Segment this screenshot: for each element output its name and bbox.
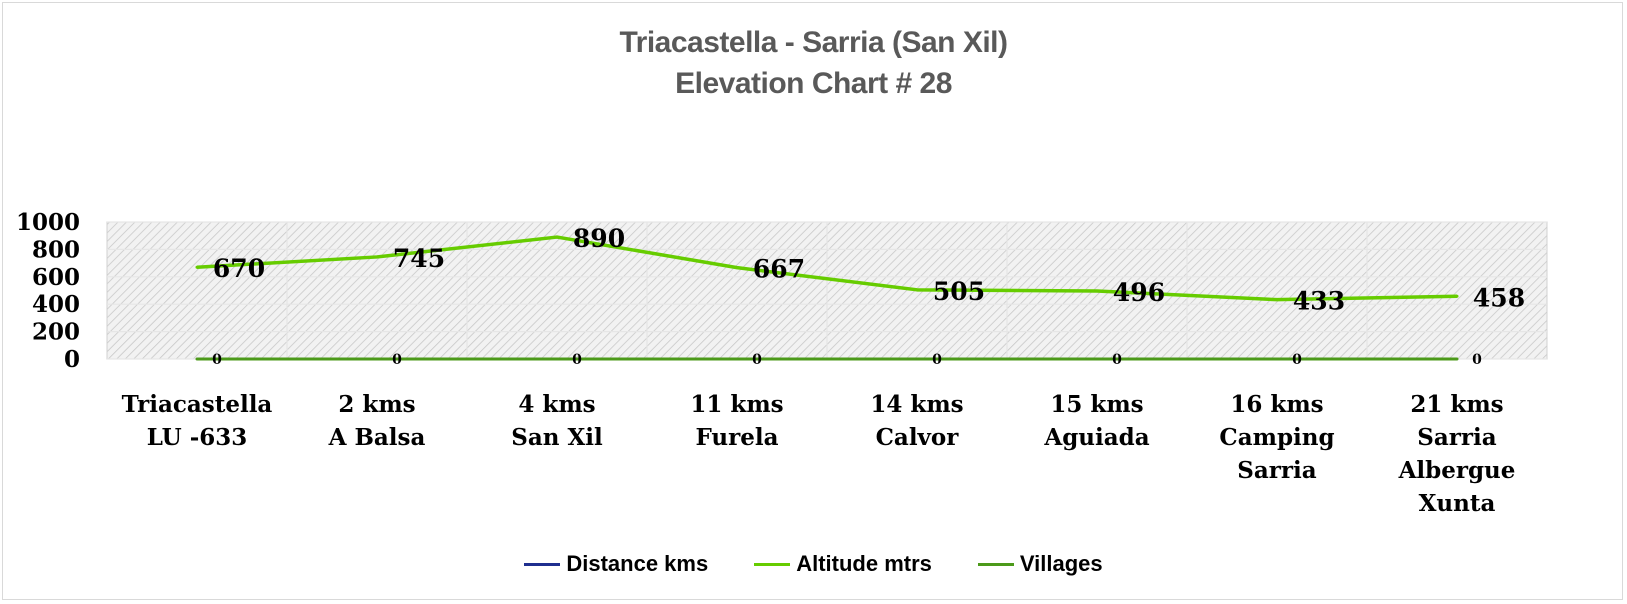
x-tick-label: 4 kms San Xil	[511, 391, 603, 451]
altitude-data-label: 745	[393, 244, 445, 273]
x-tick-label-line: 21 kms	[1410, 391, 1503, 418]
x-tick-label-line: 11 kms	[690, 391, 783, 418]
altitude-point	[555, 235, 559, 239]
x-tick-label-line: 2 kms	[338, 391, 415, 418]
altitude-point	[1455, 294, 1459, 298]
altitude-data-label: 890	[573, 224, 625, 253]
x-tick-label: 14 kms Calvor	[870, 391, 963, 451]
legend: Distance kms Altitude mtrs Villages	[0, 551, 1627, 577]
legend-label-villages: Villages	[1019, 551, 1103, 576]
altitude-point	[375, 255, 379, 259]
legend-swatch-distance	[524, 562, 561, 566]
x-tick-label-line: San Xil	[511, 424, 603, 451]
villages-data-label: 0	[752, 352, 762, 368]
villages-point	[375, 357, 379, 361]
villages-data-label: 0	[212, 352, 222, 368]
legend-label-distance: Distance kms	[566, 551, 709, 576]
x-tick-label-line: Furela	[695, 424, 778, 451]
x-tick-label-line: Triacastella	[122, 391, 273, 418]
villages-point	[735, 357, 739, 361]
altitude-point	[1095, 289, 1099, 293]
villages-data-label: 0	[392, 352, 402, 368]
altitude-data-label: 505	[933, 277, 985, 306]
x-tick-label: 2 kms A Balsa	[328, 391, 426, 451]
villages-data-label: 0	[932, 352, 942, 368]
altitude-point	[195, 265, 199, 269]
x-tick-label: 15 kms Aguiada	[1043, 391, 1149, 451]
villages-data-label: 0	[1112, 352, 1122, 368]
y-tick-label: 0	[64, 346, 80, 373]
x-tick-label-line: Camping	[1219, 424, 1334, 451]
x-tick-label-line: 15 kms	[1050, 391, 1143, 418]
x-tick-label-line: A Balsa	[328, 424, 426, 451]
villages-data-label: 0	[1292, 352, 1302, 368]
villages-point	[1095, 357, 1099, 361]
x-tick-label-line: Albergue	[1398, 457, 1516, 484]
y-tick-label: 600	[32, 264, 80, 291]
villages-data-label: 0	[572, 352, 582, 368]
x-tick-label: 16 kms Camping Sarria	[1219, 391, 1334, 484]
y-tick-label: 400	[32, 291, 80, 318]
legend-swatch-villages	[977, 562, 1014, 566]
x-tick-label-line: 16 kms	[1230, 391, 1323, 418]
villages-point	[195, 357, 199, 361]
villages-point	[1455, 357, 1459, 361]
chart-subtitle: Elevation Chart # 28	[675, 67, 952, 100]
x-tick-label-line: Xunta	[1419, 490, 1496, 517]
x-tick-label-line: 14 kms	[870, 391, 963, 418]
altitude-data-label: 496	[1113, 278, 1165, 307]
altitude-line	[196, 235, 1458, 302]
altitude-data-label: 433	[1293, 287, 1345, 316]
villages-point	[915, 357, 919, 361]
altitude-data-label: 670	[213, 254, 265, 283]
x-tick-label-line: Aguiada	[1043, 424, 1149, 451]
altitude-point	[735, 266, 739, 270]
x-tick-label-line: Sarria	[1417, 424, 1496, 451]
y-tick-label: 800	[32, 236, 80, 263]
legend-item-altitude: Altitude mtrs	[754, 551, 932, 577]
legend-item-villages: Villages	[977, 551, 1103, 577]
altitude-point	[915, 288, 919, 292]
y-tick-label: 1000	[16, 209, 80, 236]
x-tick-label-line: 4 kms	[518, 391, 595, 418]
legend-swatch-altitude	[754, 562, 791, 566]
villages-point	[555, 357, 559, 361]
chart-title: Triacastella - Sarria (San Xil)	[619, 26, 1008, 59]
villages-point	[1275, 357, 1279, 361]
y-tick-label: 200	[32, 319, 80, 346]
villages-data-label: 0	[1472, 352, 1482, 368]
x-tick-label: 21 kms Sarria Albergue Xunta	[1398, 391, 1516, 517]
legend-item-distance: Distance kms	[524, 551, 708, 577]
x-tick-label: 11 kms Furela	[690, 391, 783, 451]
altitude-point	[1275, 298, 1279, 302]
x-tick-label-line: Sarria	[1237, 457, 1316, 484]
legend-label-altitude: Altitude mtrs	[796, 551, 932, 576]
x-tick-label: Triacastella LU -633	[122, 391, 273, 451]
x-tick-label-line: LU -633	[147, 424, 248, 451]
x-tick-label-line: Calvor	[876, 424, 960, 451]
altitude-data-label: 458	[1473, 283, 1525, 312]
altitude-data-label: 667	[753, 255, 805, 284]
